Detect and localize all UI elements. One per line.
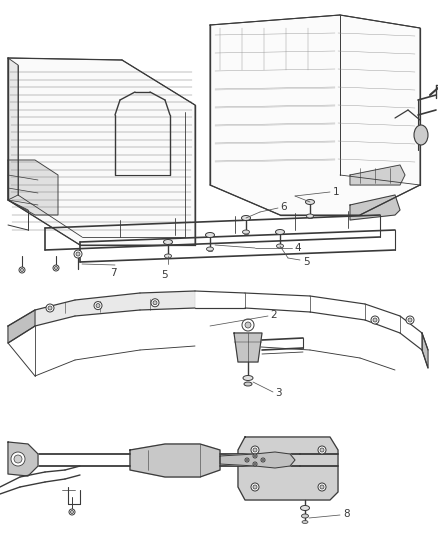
Circle shape [71,511,74,513]
Text: 5: 5 [303,257,310,267]
Text: 5: 5 [161,270,167,280]
Circle shape [253,448,257,452]
Ellipse shape [301,514,308,518]
Circle shape [53,265,59,271]
Polygon shape [238,437,338,500]
Circle shape [14,455,22,463]
Text: 4: 4 [294,243,300,253]
Circle shape [254,455,256,457]
Text: 3: 3 [275,388,282,398]
Circle shape [242,319,254,331]
Circle shape [21,269,24,271]
Circle shape [245,458,249,462]
Circle shape [261,458,265,462]
Circle shape [253,485,257,489]
Circle shape [254,463,256,465]
Ellipse shape [276,244,283,248]
Circle shape [371,316,379,324]
Polygon shape [350,195,400,220]
Circle shape [251,483,259,491]
Polygon shape [234,333,262,362]
Circle shape [320,485,324,489]
Text: 6: 6 [280,202,286,212]
Polygon shape [8,58,195,245]
Polygon shape [8,291,195,343]
Circle shape [76,252,80,256]
Circle shape [406,316,414,324]
Circle shape [74,250,82,258]
Circle shape [251,446,259,454]
Text: 8: 8 [343,509,350,519]
Polygon shape [210,15,420,215]
Ellipse shape [206,247,213,251]
Ellipse shape [205,232,215,238]
Polygon shape [8,160,58,215]
Polygon shape [130,444,220,477]
Text: 1: 1 [333,187,339,197]
Circle shape [318,446,326,454]
Circle shape [373,318,377,322]
Ellipse shape [305,199,314,205]
Ellipse shape [163,239,173,245]
Circle shape [48,306,52,310]
Ellipse shape [243,376,253,381]
Ellipse shape [241,215,251,221]
Ellipse shape [302,521,308,523]
Circle shape [151,299,159,307]
Circle shape [69,509,75,515]
Polygon shape [8,442,38,476]
Circle shape [320,448,324,452]
Ellipse shape [165,254,172,258]
Circle shape [46,304,54,312]
Polygon shape [8,58,18,200]
Circle shape [96,304,100,308]
Ellipse shape [307,214,314,218]
Circle shape [245,322,251,328]
Polygon shape [8,310,35,343]
Text: 7: 7 [110,268,117,278]
Circle shape [253,462,257,466]
Ellipse shape [300,505,310,511]
Polygon shape [350,165,405,185]
Ellipse shape [414,125,428,145]
Circle shape [153,301,157,305]
Circle shape [262,459,264,461]
Circle shape [408,318,412,322]
Circle shape [253,454,257,458]
Circle shape [246,459,248,461]
Circle shape [54,266,57,270]
Circle shape [11,452,25,466]
Circle shape [94,302,102,310]
Text: 2: 2 [270,310,277,320]
Circle shape [19,267,25,273]
Circle shape [318,483,326,491]
Ellipse shape [244,382,252,386]
Ellipse shape [243,230,250,234]
Polygon shape [220,452,295,468]
Polygon shape [422,333,428,368]
Ellipse shape [276,230,285,235]
